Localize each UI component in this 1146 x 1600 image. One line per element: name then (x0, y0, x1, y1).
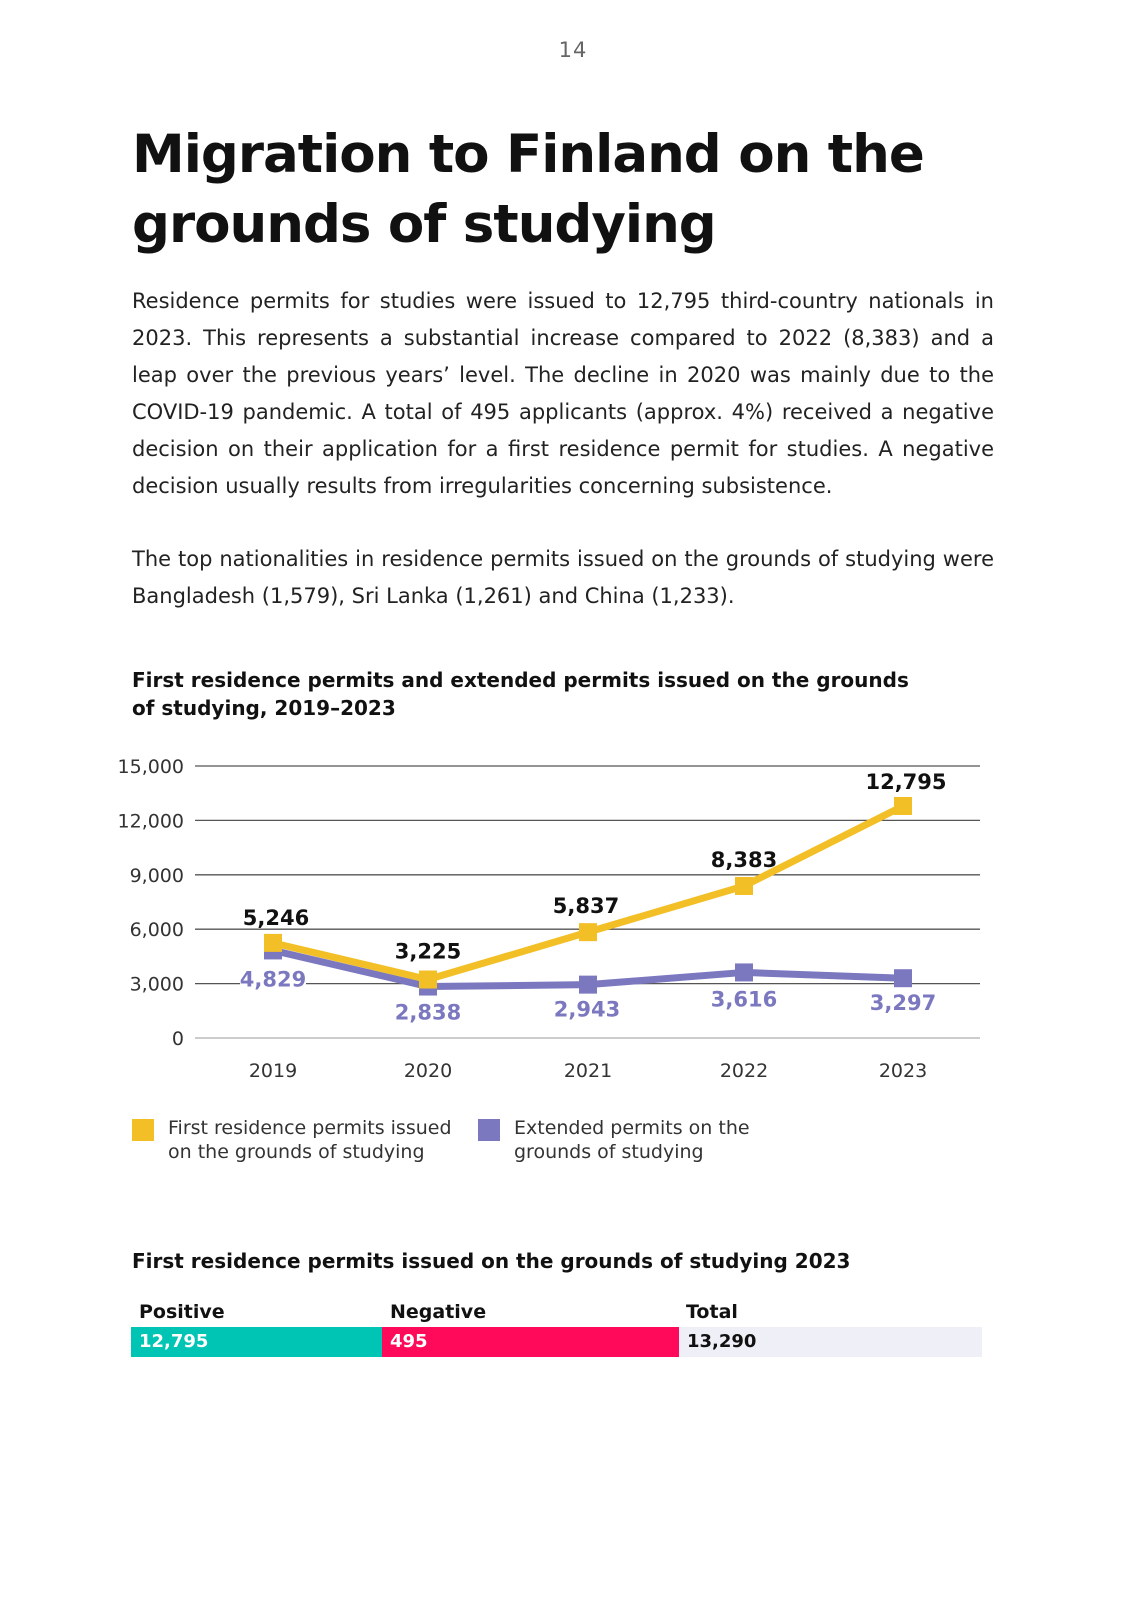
legend-swatch-first-permits (132, 1119, 154, 1141)
series-marker (735, 963, 753, 982)
y-tick-label: 12,000 (118, 810, 184, 832)
data-label-extended-permits: 3,616 (711, 987, 777, 1011)
x-tick-label: 2019 (249, 1060, 297, 1082)
page-title: Migration to Finland on the grounds of s… (132, 124, 925, 255)
series-line (272, 802, 905, 984)
data-label-backdrop (240, 967, 306, 992)
data-label-extended-permits: 2,838 (395, 1001, 461, 1025)
y-tick-label: 6,000 (130, 919, 184, 941)
legend-swatch-extended-permits (478, 1119, 500, 1141)
legend-label-extended-permits: Extended permits on the grounds of study… (514, 1117, 750, 1163)
series-marker (264, 933, 282, 952)
series-marker (894, 969, 912, 988)
data-label-extended-permits: 4,829 (240, 967, 306, 991)
positive-value-cell: 12,795 (131, 1327, 382, 1357)
data-label-extended-permits: 2,943 (554, 998, 620, 1022)
y-tick-label: 3,000 (130, 974, 184, 996)
x-tick-label: 2021 (564, 1060, 612, 1082)
y-tick-label: 0 (172, 1028, 184, 1050)
data-label-first-permits: 5,837 (553, 894, 619, 918)
series-marker (735, 876, 753, 895)
x-tick-label: 2020 (404, 1060, 452, 1082)
data-label-first-permits: 5,246 (243, 906, 309, 930)
positive-header: Positive (139, 1301, 225, 1323)
series-marker (419, 970, 437, 989)
series-marker (579, 923, 597, 942)
total-header: Total (686, 1301, 738, 1323)
chart-title: First residence permits and extended per… (132, 668, 909, 720)
data-label-first-permits: 8,383 (711, 848, 777, 872)
series-marker (579, 975, 597, 994)
negative-value-cell: 495 (382, 1327, 679, 1357)
x-tick-label: 2022 (720, 1060, 768, 1082)
page-number: 14 (558, 38, 588, 62)
x-tick-label: 2023 (879, 1060, 927, 1082)
total-value-cell: 13,290 (679, 1327, 982, 1357)
data-label-first-permits: 3,225 (395, 940, 461, 964)
data-label-extended-permits: 3,297 (870, 991, 936, 1015)
intro-paragraph: Residence permits for studies were issue… (132, 289, 994, 498)
negative-header: Negative (390, 1301, 487, 1323)
data-label-first-permits: 12,795 (865, 770, 946, 794)
nationalities-paragraph: The top nationalities in residence permi… (132, 547, 994, 608)
series-marker (894, 796, 912, 815)
chart-legend: First residence permits issued on the gr… (132, 1116, 932, 1176)
permits-line-chart: 0 3,000 6,000 9,000 12,000 15,000 2019 2020 2021… (118, 756, 980, 1082)
y-tick-label: 15,000 (118, 756, 184, 778)
summary-title: First residence permits issued on the gr… (132, 1249, 851, 1273)
legend-label-first-permits: First residence permits issued on the gr… (168, 1117, 452, 1163)
y-tick-label: 9,000 (130, 865, 184, 887)
